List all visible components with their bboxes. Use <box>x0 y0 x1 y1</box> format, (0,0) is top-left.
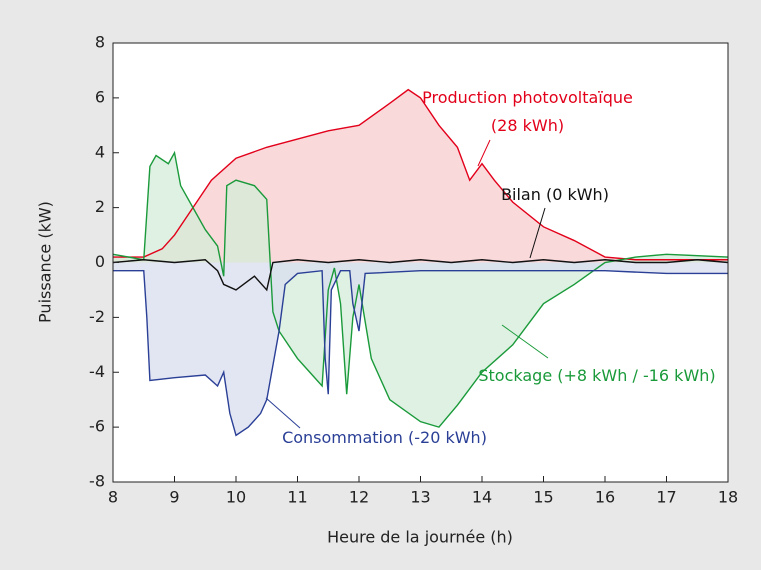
y-tick-label: -4 <box>89 362 105 381</box>
leader-line <box>529 207 546 259</box>
x-axis-label: Heure de la journée (h) <box>327 528 513 547</box>
leader-line <box>265 397 301 429</box>
x-tick-label: 12 <box>349 488 369 507</box>
area <box>113 152 728 428</box>
x-tick-label: 17 <box>656 488 676 507</box>
line <box>112 150 729 428</box>
leader-line <box>477 139 491 167</box>
x-tick-label: 18 <box>718 488 738 507</box>
y-tick-label: -8 <box>89 472 105 491</box>
series-label: Consommation (-20 kWh) <box>282 428 487 447</box>
series-label: Stockage (+8 kWh / -16 kWh) <box>478 366 716 385</box>
x-tick-label: 16 <box>595 488 615 507</box>
area <box>113 262 728 436</box>
x-tick-label: 13 <box>410 488 430 507</box>
x-tick-label: 8 <box>108 488 118 507</box>
y-tick-label: 2 <box>95 197 105 216</box>
y-tick-label: 8 <box>95 33 105 52</box>
y-tick-label: -2 <box>89 307 105 326</box>
leader-line <box>501 324 549 359</box>
y-tick-label: 4 <box>95 142 105 161</box>
series-label: Bilan (0 kWh) <box>501 185 609 204</box>
series-label: Production photovoltaïque (28 kWh) <box>422 88 633 135</box>
x-tick-label: 14 <box>472 488 492 507</box>
line <box>113 88 728 261</box>
line <box>113 269 728 437</box>
y-tick-label: 0 <box>95 252 105 271</box>
line <box>112 259 729 292</box>
x-tick-label: 15 <box>533 488 553 507</box>
y-tick-label: 6 <box>95 87 105 106</box>
y-axis-label: Puissance (kW) <box>36 201 55 323</box>
x-tick-label: 9 <box>169 488 179 507</box>
x-tick-label: 10 <box>226 488 246 507</box>
y-tick-label: -6 <box>89 417 105 436</box>
x-tick-label: 11 <box>287 488 307 507</box>
